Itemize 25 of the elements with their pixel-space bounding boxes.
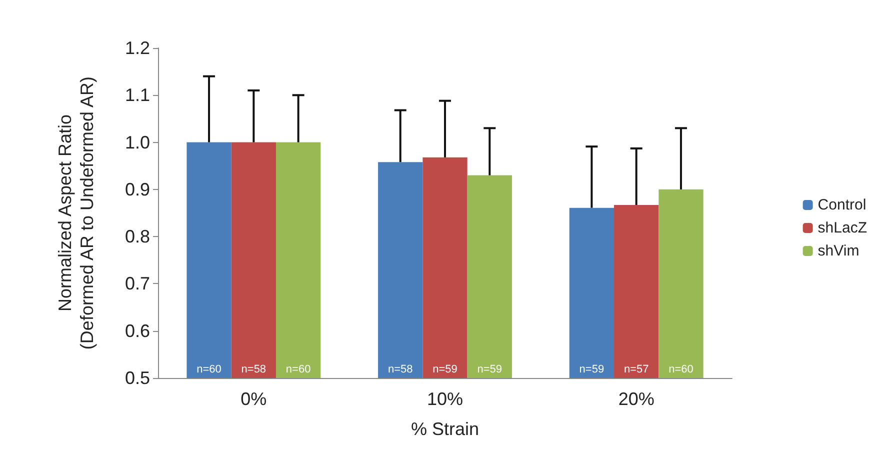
x-tick-label: 20% [618, 389, 654, 409]
y-tick-label: 0.5 [124, 368, 150, 388]
x-axis-title: % Strain [410, 419, 480, 439]
y-axis-title: Normalized Aspect Ratio (Deformed AR to Undeformed AR) [55, 76, 97, 350]
legend-label: shLacZ [818, 220, 868, 236]
y-tick-label: 1.0 [124, 132, 150, 152]
legend-label: Control [818, 196, 866, 214]
annotation: n=58 [388, 364, 413, 376]
annotation: n=59 [477, 364, 502, 376]
y-tick-label: 1.1 [124, 85, 150, 106]
y-tick-label: 0.9 [124, 179, 150, 200]
legend-label: shVim [818, 242, 860, 260]
annotation: n=60 [286, 364, 311, 376]
annotation: n=57 [624, 364, 649, 376]
y-tick-label: 0.7 [124, 274, 150, 294]
annotation: n=59 [432, 364, 458, 376]
y-tick-label: 1.2 [124, 38, 150, 58]
annotation: n=60 [668, 364, 694, 376]
x-tick-label: 0% [240, 389, 267, 409]
annotation: n=60 [196, 364, 222, 376]
y-tick-label: 0.6 [124, 320, 150, 341]
y-tick-label: 0.8 [124, 226, 150, 247]
x-tick-label: 10% [426, 389, 464, 409]
annotation: n=58 [241, 364, 266, 376]
annotation: n=59 [579, 364, 604, 376]
